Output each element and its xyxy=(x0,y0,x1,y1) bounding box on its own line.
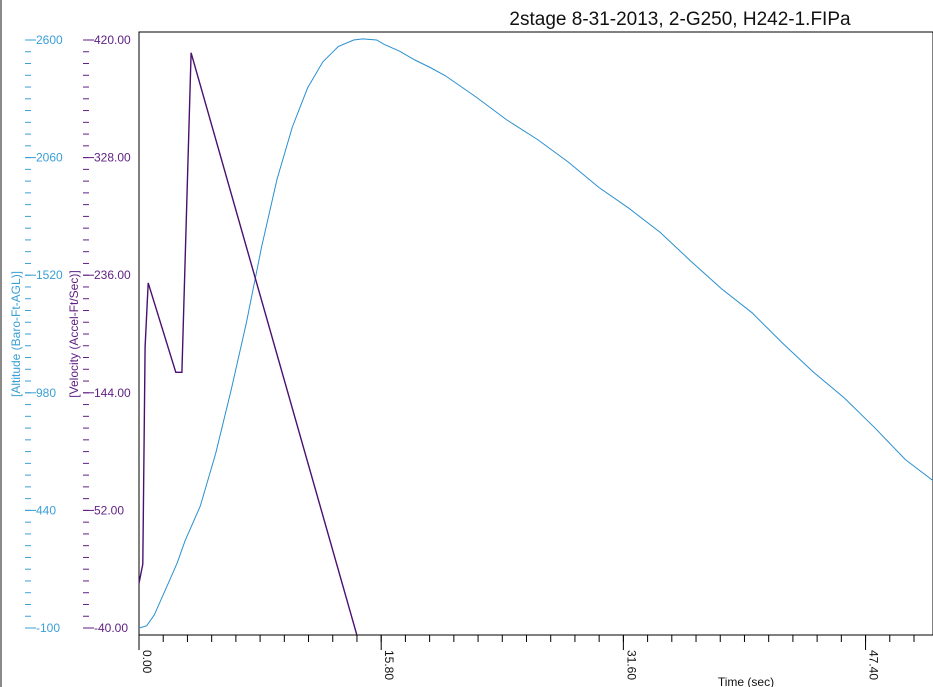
y-tick-label: 236.00 xyxy=(94,268,131,282)
window-edge xyxy=(0,0,2,687)
y-tick-label: 1520 xyxy=(36,268,63,282)
axes-layer: 2600 2060 1520 980 440 -100 420.00 328.00 236.00… xyxy=(25,33,915,680)
x-tick-label: 47.40 xyxy=(867,650,881,680)
x-axis-label: Time (sec) xyxy=(718,675,774,687)
y-tick-label: -40.00 xyxy=(94,621,128,635)
x-tick-label: 31.60 xyxy=(624,650,638,680)
velocity-axis-label: [Velocity (Accel-Ft/Sec)] xyxy=(67,270,81,397)
altitude-axis-label: [Altitude (Baro-Ft-AGL)] xyxy=(9,271,23,397)
plot-area xyxy=(138,31,933,636)
y-tick-label: 144.00 xyxy=(94,386,131,400)
y-tick-label: 440 xyxy=(36,503,56,517)
chart-title: 2stage 8-31-2013, 2-G250, H242-1.FIPa xyxy=(509,9,851,30)
y-tick-label: 980 xyxy=(36,386,56,400)
x-tick-label: 0.00 xyxy=(140,650,154,674)
y-tick-label: 2060 xyxy=(36,151,63,165)
y-tick-label: 52.00 xyxy=(94,503,124,517)
velocity-series-line xyxy=(138,52,358,635)
altitude-series-line xyxy=(138,38,933,629)
y-tick-label: -100 xyxy=(36,621,60,635)
y-tick-label: 328.00 xyxy=(94,151,131,165)
y-tick-label: 2600 xyxy=(36,33,63,47)
series-layer xyxy=(138,38,933,635)
y-tick-label: 420.00 xyxy=(94,33,131,47)
x-tick-label: 15.80 xyxy=(382,650,396,680)
